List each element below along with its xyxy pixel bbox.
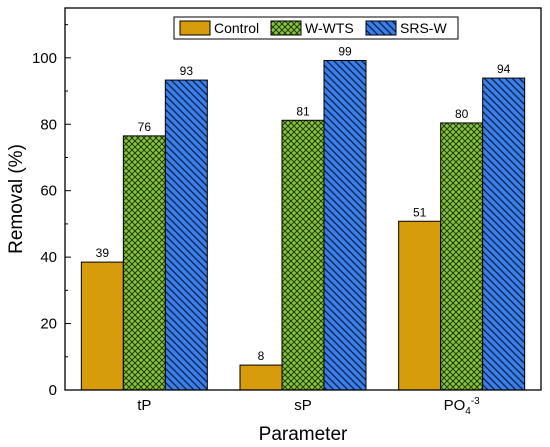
bar-srs-w — [482, 77, 526, 391]
bar-value-label: 99 — [338, 44, 352, 58]
legend-swatch-srs-w — [365, 20, 397, 36]
y-tick-label: 0 — [49, 382, 57, 399]
y-axis-title: Removal (%) — [6, 144, 27, 254]
legend-label-control: Control — [214, 20, 259, 36]
x-axis-title: Parameter — [259, 424, 348, 445]
bar-value-label: 76 — [138, 120, 152, 134]
legend: Control W-WTS SRS-W — [173, 16, 459, 40]
bar-value-label: 51 — [413, 205, 427, 219]
bar-w-wts — [281, 119, 325, 391]
x-tick-label: PO4-3 — [444, 396, 481, 417]
bar-control — [239, 364, 283, 391]
legend-swatch-control — [179, 20, 211, 36]
bar-control — [398, 220, 442, 391]
legend-label-w-wts: W-WTS — [305, 20, 354, 36]
legend-label-srs-w: SRS-W — [400, 20, 447, 36]
bar-value-label: 8 — [258, 349, 265, 363]
y-tick-label: 40 — [40, 249, 57, 266]
bar-value-label: 93 — [180, 64, 194, 78]
y-tick-label: 80 — [40, 116, 57, 133]
tick-labels: 0 20 40 60 80 100 tP sP PO4-3 — [32, 50, 480, 417]
legend-swatch-w-wts — [270, 20, 302, 36]
bars — [80, 59, 526, 391]
bar-w-wts — [122, 135, 166, 391]
bar-control — [80, 261, 124, 391]
x-tick-label: sP — [294, 397, 312, 414]
bar-value-label: 94 — [497, 62, 511, 76]
bar-w-wts — [440, 122, 484, 391]
y-tick-label: 20 — [40, 316, 57, 333]
bar-value-label: 39 — [96, 246, 110, 260]
data-labels: 39 76 93 8 81 99 51 80 94 — [96, 44, 511, 363]
y-tick-label: 100 — [32, 50, 57, 67]
x-tick-label: tP — [137, 397, 151, 414]
y-tick-label: 60 — [40, 183, 57, 200]
bar-value-label: 80 — [455, 107, 469, 121]
bar-value-label: 81 — [296, 104, 310, 118]
bar-srs-w — [323, 59, 367, 391]
bar-srs-w — [164, 79, 208, 391]
plot-frame — [64, 7, 542, 391]
